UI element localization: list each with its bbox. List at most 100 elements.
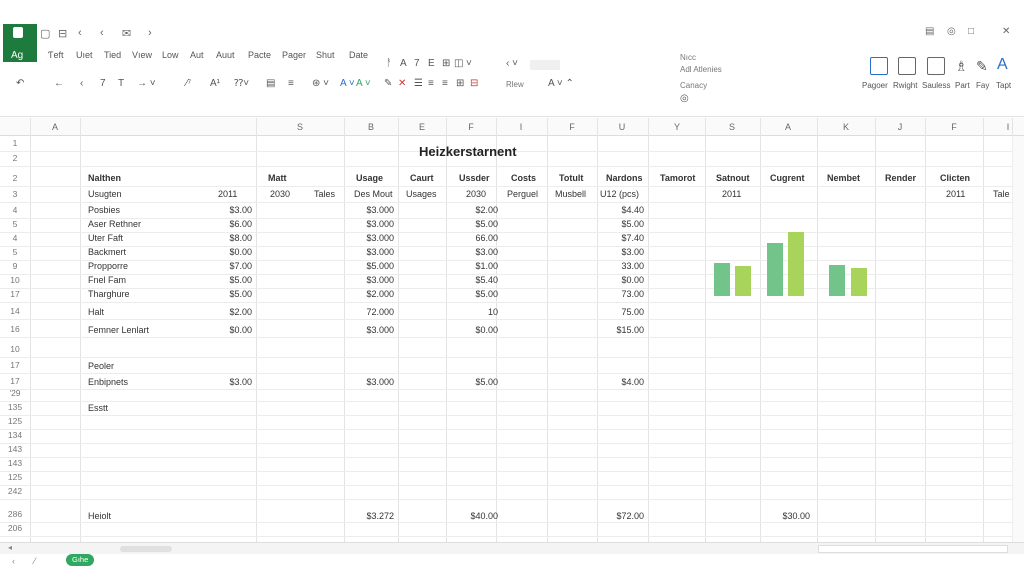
subheader-cell[interactable]: 2011 [218,189,238,199]
row-number[interactable]: 4 [12,205,18,215]
row-label[interactable]: Peoler [88,361,115,371]
column-header[interactable]: B [367,122,374,132]
value-cell[interactable]: 66.00 [475,233,498,243]
value-cell[interactable]: $3.00 [229,205,252,215]
header-cell[interactable]: Clicten [940,173,971,183]
header-cell[interactable]: Ussder [459,173,490,183]
value-cell[interactable]: $0.00 [475,325,498,335]
row-number[interactable]: 143 [7,444,23,454]
sauless-button-icon[interactable] [927,57,945,75]
pane-item-1[interactable]: Adl Atlenies [680,65,722,74]
chart-bar[interactable] [829,265,845,296]
row-label[interactable]: Halt [88,307,105,317]
value-cell[interactable]: $3.00 [475,247,498,257]
menu-item[interactable]: Date [349,50,369,60]
tool-fill-icon[interactable]: ⊛ ˅ [312,78,329,89]
value-cell[interactable]: $2.00 [475,205,498,215]
column-header[interactable]: F [951,122,957,132]
tool-7[interactable]: ˅ [466,58,472,69]
value-cell[interactable]: $3.00 [229,377,252,387]
subheader-cell[interactable]: Tales [314,189,336,199]
tool-t[interactable]: T [118,78,125,89]
row-number[interactable]: 16 [10,324,20,334]
header-cell[interactable]: Caurt [410,173,434,183]
value-cell[interactable]: $5.000 [366,261,394,271]
font-sample[interactable]: Rlew [506,80,524,89]
tool-table-icon[interactable]: ▤ [266,78,276,89]
value-cell[interactable]: $2.000 [366,289,394,299]
row-number[interactable]: 2 [12,173,18,183]
prev-sheet-icon[interactable]: ‹ [12,556,15,566]
value-cell[interactable]: $0.00 [229,325,252,335]
value-cell[interactable]: $3.272 [366,511,394,521]
chart-bar[interactable] [788,232,804,296]
tool-1[interactable]: ᚨ [386,58,392,69]
tool-4[interactable]: E [428,58,435,69]
value-cell[interactable]: $30.00 [782,511,810,521]
menu-item[interactable]: Aut [190,50,204,60]
font-color-icon[interactable]: A ˅ [340,78,355,89]
value-cell[interactable]: $5.00 [475,377,498,387]
value-cell[interactable]: $4.00 [621,377,644,387]
menu-item[interactable]: Vıew [132,50,153,60]
highlight-icon[interactable]: A ˅ [356,78,371,89]
header-cell[interactable]: Satnout [716,173,750,183]
size-icon[interactable]: A ˅ ⌃ [548,78,574,89]
tool-2[interactable]: A [400,58,407,69]
row-label[interactable]: Aser Rethner [88,219,142,229]
tool-forward[interactable]: → ˅ [137,78,156,89]
row-number[interactable]: 5 [12,219,18,229]
header-cell[interactable]: Render [885,173,917,183]
chart-bar[interactable] [767,242,783,296]
value-cell[interactable]: $3.000 [366,377,394,387]
horizontal-scrollbar[interactable]: ◂ [0,542,1024,554]
undo-icon[interactable]: ‹ [78,27,82,39]
row-number[interactable]: 135 [7,402,23,412]
row-number[interactable]: 9 [12,261,18,271]
subheader-cell[interactable]: 2011 [946,189,966,199]
row-label[interactable]: Heiolt [88,511,112,521]
value-cell[interactable]: $40.00 [470,511,498,521]
subheader-cell[interactable]: Perguel [507,189,539,199]
value-cell[interactable]: $3.000 [366,247,394,257]
value-cell[interactable]: $3.000 [366,275,394,285]
subheader-cell[interactable]: 2011 [722,189,742,199]
redo-icon[interactable]: ‹ [100,27,104,39]
app-badge[interactable]: Ag [3,24,37,62]
tapt-icon[interactable]: A [997,56,1008,73]
chevron-left-icon[interactable]: ‹ ˅ [506,58,518,69]
column-header[interactable]: F [569,122,575,132]
column-header[interactable]: I [1006,122,1010,132]
back-arrows-icon[interactable]: ↶ [16,78,25,89]
row-number[interactable]: 14 [10,306,20,316]
tool-lt[interactable]: ‹ [80,78,84,89]
value-cell[interactable]: 72.000 [366,307,394,317]
header-cell[interactable]: Nalthen [88,173,122,183]
scroll-thumb[interactable] [120,546,172,552]
row-number[interactable]: 17 [10,289,20,299]
row-number[interactable]: 3 [12,189,18,199]
row-number[interactable]: 286 [7,509,23,519]
column-header[interactable]: K [842,122,849,132]
align-right-icon[interactable]: ≡ [442,78,448,89]
mail-icon[interactable]: ✉ [122,28,132,40]
subheader-cell[interactable]: Des Mout [354,189,393,199]
tool-list-icon[interactable]: ≡ [288,78,294,89]
row-number[interactable]: 17 [10,376,20,386]
value-cell[interactable]: $2.00 [229,307,252,317]
header-cell[interactable]: Tamorot [660,173,696,183]
part-icon[interactable]: ♗ [955,58,968,74]
tool-a-icon[interactable]: A¹ [210,78,220,89]
menu-item[interactable]: Ƭeft [48,50,64,60]
menu-item[interactable]: Auut [216,50,235,60]
sheet-title[interactable]: Heizkerstarnent [419,144,517,159]
value-cell[interactable]: $5.00 [621,219,644,229]
subheader-cell[interactable]: Musbell [555,189,587,199]
row-label[interactable]: Posbies [88,205,121,215]
value-cell[interactable]: 10 [487,307,498,317]
eraser-icon[interactable]: ✕ [398,78,407,89]
row-number[interactable]: 125 [7,416,23,426]
pane-item-2[interactable]: Canacy [680,81,708,90]
doc-icon[interactable]: ▤ [925,26,935,37]
menu-item[interactable]: Low [162,50,179,60]
